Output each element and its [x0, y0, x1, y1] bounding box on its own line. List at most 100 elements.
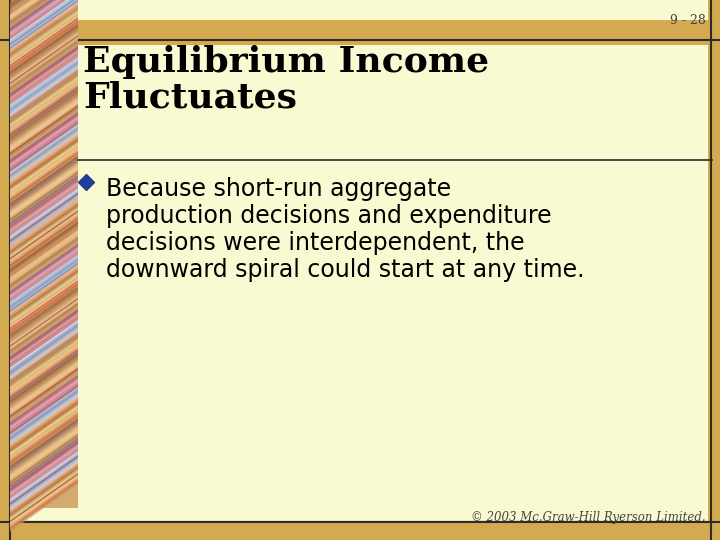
- Polygon shape: [10, 105, 78, 154]
- Polygon shape: [10, 0, 78, 14]
- Polygon shape: [10, 369, 78, 420]
- Polygon shape: [10, 350, 78, 400]
- Polygon shape: [10, 93, 78, 144]
- Polygon shape: [10, 262, 78, 312]
- Polygon shape: [10, 123, 78, 173]
- Polygon shape: [10, 201, 78, 256]
- Polygon shape: [10, 320, 78, 376]
- Polygon shape: [10, 93, 78, 146]
- Polygon shape: [10, 464, 78, 516]
- Polygon shape: [10, 193, 78, 242]
- Polygon shape: [10, 231, 78, 285]
- Polygon shape: [10, 80, 78, 136]
- Polygon shape: [10, 17, 78, 67]
- Polygon shape: [10, 40, 78, 94]
- Polygon shape: [10, 103, 78, 159]
- Polygon shape: [10, 376, 78, 427]
- Polygon shape: [10, 269, 78, 321]
- Polygon shape: [10, 59, 78, 113]
- Polygon shape: [10, 24, 78, 80]
- Polygon shape: [10, 308, 78, 363]
- Polygon shape: [10, 202, 78, 254]
- Polygon shape: [10, 404, 78, 455]
- Polygon shape: [10, 249, 78, 304]
- Polygon shape: [10, 369, 78, 422]
- Polygon shape: [10, 426, 78, 479]
- Polygon shape: [10, 355, 78, 407]
- Polygon shape: [10, 205, 78, 260]
- Polygon shape: [10, 131, 78, 181]
- Polygon shape: [10, 421, 78, 475]
- Polygon shape: [10, 54, 78, 105]
- Polygon shape: [10, 449, 78, 501]
- Polygon shape: [10, 70, 78, 127]
- Polygon shape: [10, 25, 78, 76]
- Polygon shape: [10, 293, 78, 348]
- Polygon shape: [10, 417, 78, 470]
- Polygon shape: [10, 103, 78, 155]
- Polygon shape: [10, 473, 78, 522]
- Polygon shape: [10, 470, 78, 523]
- Polygon shape: [10, 4, 78, 57]
- Polygon shape: [10, 404, 78, 460]
- Polygon shape: [10, 403, 78, 452]
- Polygon shape: [10, 420, 78, 470]
- Text: downward spiral could start at any time.: downward spiral could start at any time.: [106, 258, 585, 282]
- Polygon shape: [10, 246, 78, 302]
- Polygon shape: [10, 0, 78, 30]
- Polygon shape: [10, 75, 78, 129]
- Polygon shape: [10, 440, 78, 492]
- Polygon shape: [10, 0, 78, 32]
- Polygon shape: [10, 434, 78, 486]
- Polygon shape: [10, 253, 78, 308]
- Polygon shape: [10, 171, 78, 221]
- Polygon shape: [10, 161, 78, 214]
- Polygon shape: [10, 383, 78, 435]
- Polygon shape: [10, 114, 78, 166]
- Polygon shape: [10, 357, 78, 414]
- Polygon shape: [10, 359, 78, 411]
- Polygon shape: [10, 245, 78, 294]
- Polygon shape: [10, 178, 78, 232]
- Polygon shape: [10, 46, 78, 103]
- Polygon shape: [10, 340, 78, 396]
- Polygon shape: [10, 0, 78, 11]
- Polygon shape: [10, 226, 78, 278]
- Polygon shape: [10, 346, 78, 398]
- Polygon shape: [10, 135, 78, 188]
- Polygon shape: [10, 123, 78, 179]
- Polygon shape: [10, 0, 78, 50]
- Polygon shape: [10, 368, 78, 417]
- Polygon shape: [10, 22, 78, 74]
- Polygon shape: [10, 52, 78, 107]
- Polygon shape: [10, 147, 78, 199]
- Polygon shape: [10, 366, 78, 418]
- Polygon shape: [10, 336, 78, 392]
- Polygon shape: [10, 306, 78, 361]
- Polygon shape: [10, 206, 78, 262]
- Polygon shape: [10, 151, 78, 201]
- Polygon shape: [10, 111, 78, 164]
- Polygon shape: [10, 395, 78, 447]
- Polygon shape: [10, 175, 78, 225]
- Polygon shape: [10, 190, 78, 242]
- Polygon shape: [10, 18, 78, 72]
- Polygon shape: [10, 173, 78, 227]
- Polygon shape: [10, 300, 78, 354]
- Polygon shape: [10, 327, 78, 381]
- Polygon shape: [10, 399, 78, 453]
- Polygon shape: [10, 123, 78, 172]
- Polygon shape: [10, 280, 78, 329]
- Polygon shape: [10, 144, 78, 197]
- Polygon shape: [10, 315, 78, 370]
- Polygon shape: [10, 219, 78, 275]
- Polygon shape: [10, 228, 78, 280]
- Polygon shape: [10, 373, 78, 424]
- Polygon shape: [10, 100, 78, 153]
- Polygon shape: [10, 434, 78, 490]
- Polygon shape: [10, 0, 78, 13]
- Polygon shape: [10, 221, 78, 273]
- Polygon shape: [10, 426, 78, 477]
- Polygon shape: [10, 428, 78, 484]
- Polygon shape: [10, 46, 78, 98]
